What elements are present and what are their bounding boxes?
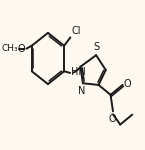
Text: N: N <box>78 86 86 96</box>
Text: O: O <box>124 79 131 89</box>
Text: HN: HN <box>71 68 86 77</box>
Text: CH₃: CH₃ <box>2 45 18 54</box>
Text: S: S <box>94 42 100 52</box>
Text: O: O <box>18 44 26 54</box>
Text: Cl: Cl <box>72 26 81 36</box>
Text: O: O <box>109 114 116 124</box>
